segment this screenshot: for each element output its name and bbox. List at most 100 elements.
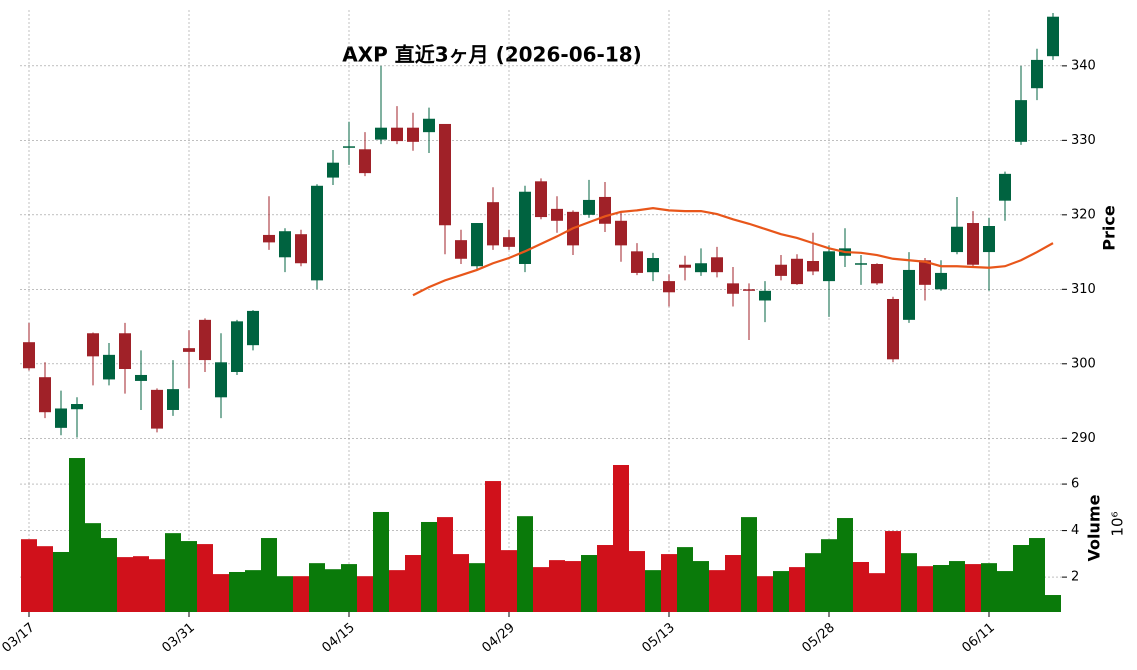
candle-body bbox=[55, 408, 67, 428]
volume-bar bbox=[757, 576, 773, 612]
candle-body bbox=[1031, 59, 1043, 89]
volume-bar bbox=[69, 458, 85, 612]
candle-body bbox=[919, 260, 931, 285]
candle-body bbox=[775, 264, 787, 276]
volume-bar bbox=[933, 565, 949, 612]
volume-bar bbox=[85, 523, 101, 612]
candle-body bbox=[583, 199, 595, 215]
candle-body bbox=[391, 127, 403, 142]
candle-body bbox=[343, 146, 355, 148]
volume-bar bbox=[949, 561, 965, 612]
candle-body bbox=[1015, 100, 1027, 142]
y-tick-label: 300 bbox=[1071, 356, 1096, 371]
candle-body bbox=[167, 389, 179, 410]
y-tick-label: 290 bbox=[1071, 431, 1096, 446]
candle-body bbox=[503, 237, 515, 247]
x-tick-label: 05/28 bbox=[799, 620, 837, 656]
volume-bar bbox=[597, 545, 613, 612]
y-tick-label: 340 bbox=[1071, 58, 1096, 73]
volume-bar bbox=[885, 531, 901, 612]
volume-bar bbox=[581, 555, 597, 612]
volume-bar bbox=[773, 571, 789, 612]
volume-bar bbox=[533, 567, 549, 612]
volume-bar bbox=[357, 576, 373, 612]
price-axis-label: Price bbox=[1100, 205, 1119, 251]
candle-body bbox=[871, 263, 883, 284]
volume-bar bbox=[309, 563, 325, 612]
candle-body bbox=[807, 261, 819, 272]
candle-body bbox=[903, 269, 915, 320]
volume-bar bbox=[485, 481, 501, 612]
candle-body bbox=[791, 258, 803, 285]
candle-body bbox=[215, 362, 227, 398]
candle-body bbox=[455, 240, 467, 259]
volume-bar bbox=[789, 567, 805, 612]
candle-body bbox=[743, 289, 755, 291]
candle-body bbox=[983, 226, 995, 253]
volume-bar bbox=[101, 538, 117, 612]
moving-average-line bbox=[412, 207, 1054, 297]
x-tick-label: 03/31 bbox=[159, 620, 197, 656]
candle-body bbox=[231, 321, 243, 372]
candle-body bbox=[439, 123, 451, 226]
candle-body bbox=[695, 263, 707, 273]
volume-bar bbox=[149, 559, 165, 612]
volume-bar bbox=[293, 576, 309, 612]
volume-bar bbox=[613, 465, 629, 612]
volume-bar bbox=[165, 533, 181, 612]
y-tick-label: 310 bbox=[1071, 282, 1096, 297]
candle-body bbox=[311, 185, 323, 281]
volume-bar bbox=[229, 571, 245, 612]
candle-body bbox=[23, 342, 35, 369]
x-tick-label: 04/15 bbox=[319, 620, 357, 656]
volume-bar bbox=[213, 574, 229, 612]
y-tick-label: 4 bbox=[1071, 523, 1079, 538]
volume-bar bbox=[709, 570, 725, 612]
volume-bar bbox=[261, 538, 277, 612]
volume-bar bbox=[469, 563, 485, 612]
volume-bar bbox=[453, 554, 469, 612]
volume-bar bbox=[117, 557, 133, 612]
volume-bar bbox=[245, 570, 261, 612]
volume-bar bbox=[565, 561, 581, 612]
volume-bar bbox=[661, 554, 677, 612]
volume-bar bbox=[437, 517, 453, 612]
volume-bar bbox=[725, 555, 741, 612]
volume-bar bbox=[629, 551, 645, 612]
volume-bar bbox=[677, 547, 693, 612]
candle-body bbox=[727, 283, 739, 294]
candle-body bbox=[535, 181, 547, 218]
candle-body bbox=[375, 127, 387, 140]
candle-body bbox=[199, 319, 211, 361]
x-tick-label: 06/11 bbox=[959, 620, 997, 656]
volume-bar bbox=[1029, 538, 1045, 612]
volume-bar bbox=[181, 541, 197, 612]
volume-bar bbox=[901, 553, 917, 612]
candle-body bbox=[263, 234, 275, 243]
volume-bar bbox=[837, 518, 853, 612]
candle-body bbox=[935, 272, 947, 290]
volume-multiplier: 10⁶ bbox=[1109, 511, 1127, 536]
volume-bar bbox=[501, 550, 517, 612]
volume-bar bbox=[21, 539, 37, 612]
volume-bar bbox=[405, 555, 421, 612]
volume-bar bbox=[965, 564, 981, 612]
candle-body bbox=[135, 374, 147, 381]
candle-body bbox=[279, 231, 291, 258]
candle-body bbox=[1047, 16, 1059, 57]
candle-body bbox=[967, 223, 979, 265]
candle-body bbox=[823, 251, 835, 282]
candle-body bbox=[855, 263, 867, 265]
volume-bar bbox=[549, 560, 565, 612]
volume-bar bbox=[421, 521, 437, 612]
volume-bar bbox=[917, 566, 933, 612]
candle-body bbox=[519, 191, 531, 264]
volume-bar bbox=[853, 561, 869, 612]
candle-body bbox=[487, 202, 499, 246]
candle-body bbox=[423, 118, 435, 133]
candle-body bbox=[711, 257, 723, 273]
candle-body bbox=[615, 220, 627, 246]
candle-body bbox=[551, 208, 563, 221]
volume-bar bbox=[805, 553, 821, 612]
volume-bar bbox=[37, 546, 53, 612]
